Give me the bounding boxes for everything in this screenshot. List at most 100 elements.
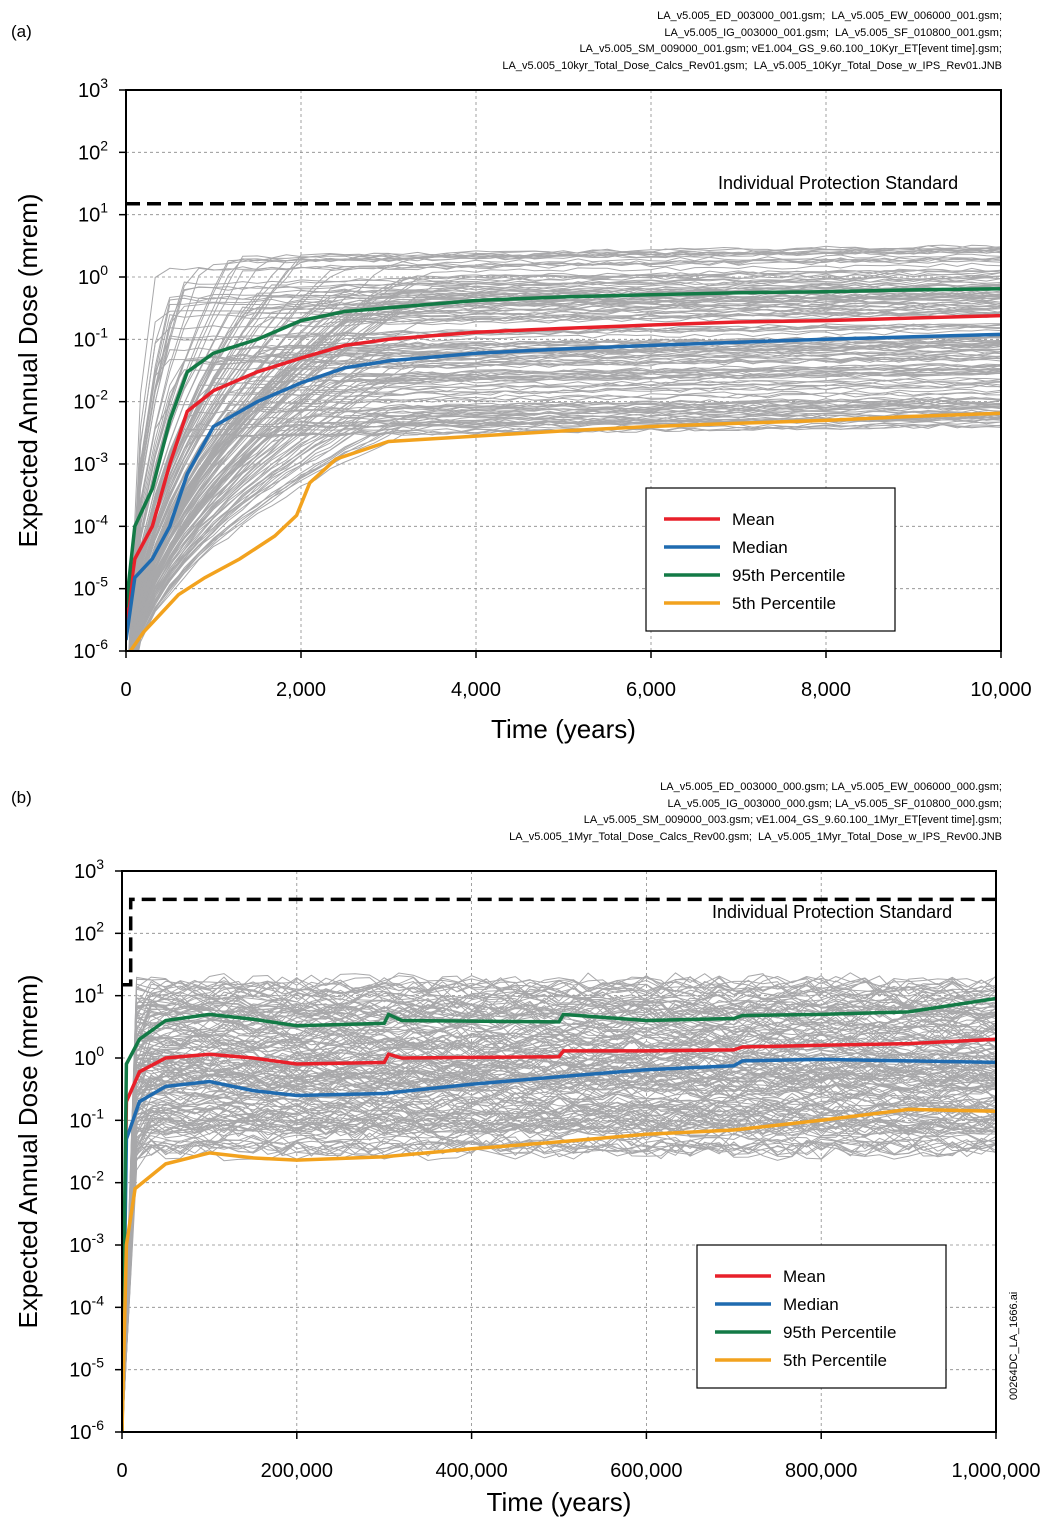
file-line: LA_v5.005_10kyr_Total_Dose_Calcs_Rev01.g… — [502, 59, 1002, 72]
realization-line — [122, 1084, 996, 1432]
plot-frame — [125, 89, 1002, 652]
realization-line — [122, 1112, 996, 1432]
realization-line — [122, 1019, 996, 1427]
y-axis-title: Expected Annual Dose (mrem) — [13, 193, 43, 547]
file-line: LA_v5.005_IG_003000_001.gsm; LA_v5.005_S… — [664, 26, 1002, 39]
realization-line — [122, 1002, 996, 1426]
realization-line — [122, 1118, 996, 1432]
realization-line — [131, 249, 1001, 651]
realization-line — [122, 1139, 996, 1432]
realization-line — [122, 1071, 996, 1427]
legend-label: Mean — [732, 510, 775, 529]
x-tick-label: 10,000 — [970, 679, 1031, 701]
realization-line — [132, 309, 1001, 651]
realization-line — [122, 1133, 996, 1432]
realization-line — [130, 350, 1001, 651]
y-tick-label: 10-5 — [69, 1355, 104, 1382]
realization-line — [122, 1023, 996, 1432]
legend-label: Median — [783, 1295, 839, 1314]
y-tick-label: 10-3 — [73, 449, 108, 476]
realization-line — [135, 384, 1001, 651]
y-tick-label: 10-4 — [73, 511, 108, 538]
x-tick-label: 6,000 — [626, 679, 676, 701]
legend-label: Mean — [783, 1267, 826, 1286]
realization-line — [122, 980, 996, 1432]
y-tick-label: 103 — [74, 856, 104, 883]
y-tick-label: 10-1 — [69, 1105, 104, 1132]
realization-line — [136, 420, 1001, 651]
panel-a-label: (a) — [11, 22, 32, 41]
realization-line — [122, 988, 996, 1432]
realization-line — [132, 391, 1001, 651]
y-axis-title: Expected Annual Dose (mrem) — [13, 974, 43, 1328]
realization-line — [122, 1132, 996, 1427]
realization-line — [122, 1136, 996, 1428]
realization-line — [122, 979, 996, 1432]
realization-line — [122, 1049, 996, 1432]
realization-line — [132, 377, 1001, 651]
legend-label: 5th Percentile — [732, 594, 836, 613]
panel-b-filenames: LA_v5.005_ED_003000_000.gsm; LA_v5.005_E… — [509, 779, 1002, 845]
x-tick-label: 200,000 — [261, 1460, 333, 1482]
realization-line — [130, 256, 1001, 651]
realization-line — [122, 1070, 996, 1432]
realization-line — [132, 324, 1001, 651]
series-line-mean — [126, 313, 1001, 622]
realization-line — [122, 1000, 996, 1431]
y-tick-label: 10-2 — [73, 387, 108, 414]
realization-line — [134, 370, 1001, 651]
legend-box — [696, 1244, 947, 1389]
realization-line — [122, 992, 996, 1432]
y-tick-label: 102 — [74, 918, 104, 945]
realization-line — [122, 1050, 996, 1432]
realization-line — [134, 372, 1001, 651]
chart-panel-b: Individual Protection Standard 0 200,000 40… — [13, 856, 1040, 1517]
realization-line — [133, 293, 1001, 651]
legend-label: 95th Percentile — [732, 566, 845, 585]
realization-line — [122, 1039, 996, 1432]
realization-line — [122, 1025, 996, 1432]
x-tick-label: 1,000,000 — [952, 1460, 1041, 1482]
realization-line — [122, 1056, 996, 1428]
y-tick-label: 10-6 — [73, 636, 108, 663]
series-line-95th-percentile — [126, 286, 1001, 608]
file-line: LA_v5.005_ED_003000_000.gsm; LA_v5.005_E… — [660, 781, 1002, 793]
realization-line — [129, 249, 1001, 651]
realization-line — [122, 1102, 996, 1430]
y-tick-label: 10-3 — [69, 1230, 104, 1257]
x-tick-label: 400,000 — [435, 1460, 507, 1482]
panel-a-filenames: LA_v5.005_ED_003000_001.gsm; LA_v5.005_E… — [502, 8, 1002, 74]
x-tick-label: 4,000 — [451, 679, 501, 701]
realization-line — [122, 1118, 996, 1432]
realization-line — [122, 1100, 996, 1427]
x-tick-label: 0 — [120, 679, 131, 701]
realization-line — [131, 281, 1001, 651]
realization-line — [122, 1138, 996, 1432]
legend-label: 5th Percentile — [783, 1351, 887, 1370]
x-tick-label: 0 — [116, 1460, 127, 1482]
realization-line — [136, 397, 1001, 651]
realization-line — [129, 302, 1001, 651]
y-tick-label: 10-4 — [69, 1292, 104, 1319]
realization-line — [131, 247, 1001, 651]
realization-line — [122, 975, 996, 1431]
legend: Mean Median 95th Percentile 5th Percentile — [645, 487, 896, 632]
file-line: LA_v5.005_SM_009000_003.gsm; vE1.004_GS_… — [583, 814, 1002, 826]
realization-line — [122, 988, 996, 1431]
realization-line — [122, 1029, 996, 1432]
realization-line — [136, 411, 1001, 651]
realization-line — [131, 305, 1001, 651]
realization-line — [122, 999, 996, 1429]
realization-line — [134, 355, 1001, 651]
series-line-mean — [122, 1037, 996, 1432]
x-tick-label: 600,000 — [610, 1460, 682, 1482]
x-tick-label: 2,000 — [276, 679, 326, 701]
realization-line — [132, 342, 1001, 651]
series-line-median — [126, 332, 1001, 641]
realization-line — [122, 1055, 996, 1426]
realization-line — [131, 280, 1001, 651]
realization-line — [136, 406, 1001, 651]
realization-line — [133, 296, 1001, 651]
y-tick-label: 10-2 — [69, 1168, 104, 1195]
